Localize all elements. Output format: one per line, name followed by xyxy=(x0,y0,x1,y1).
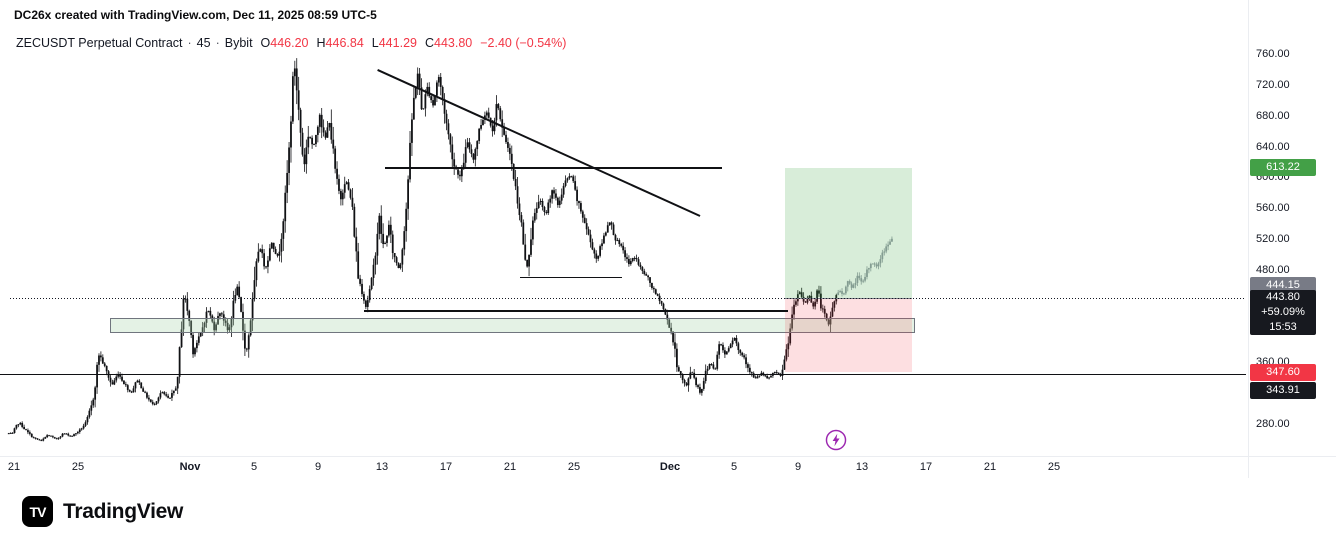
watermark-text: DC26x created with TradingView.com, Dec … xyxy=(14,8,377,22)
tradingview-logo-mark: TV xyxy=(22,496,53,527)
long-position-loss-zone[interactable] xyxy=(785,297,912,373)
high-label: H xyxy=(316,36,326,50)
time-axis: 21 25 Nov 5 9 13 17 21 25 Dec 5 9 13 17 21 25 xyxy=(0,461,1336,479)
open-value: 446.20 xyxy=(270,36,309,50)
tradingview-logo[interactable]: TV TradingView xyxy=(22,496,183,527)
separator-dot: · xyxy=(187,36,192,50)
low-label: L xyxy=(371,36,379,50)
ohlc-close: C443.80 xyxy=(425,36,472,50)
demand-zone-rectangle[interactable] xyxy=(110,317,915,334)
time-axis-label: Dec xyxy=(659,461,681,473)
close-value: 443.80 xyxy=(434,36,473,50)
support-horizontal-line[interactable] xyxy=(0,373,1246,376)
time-axis-label: 25 xyxy=(567,461,581,473)
low-value: 441.29 xyxy=(378,36,417,50)
time-axis-label: 13 xyxy=(855,461,869,473)
minor-horizontal-line[interactable] xyxy=(519,276,622,279)
time-axis-label: 17 xyxy=(439,461,453,473)
high-value: 446.84 xyxy=(325,36,364,50)
long-position-profit-zone[interactable] xyxy=(785,167,912,298)
logo-monogram: TV xyxy=(29,503,47,520)
time-axis-label: 13 xyxy=(375,461,389,473)
time-axis-label: Nov xyxy=(179,461,201,473)
ohlc-open: O446.20 xyxy=(261,36,309,50)
resistance-horizontal-line[interactable] xyxy=(385,166,722,169)
time-axis-label: 17 xyxy=(919,461,933,473)
exchange-name[interactable]: Bybit xyxy=(224,36,253,50)
symbol-name[interactable]: ZECUSDT Perpetual Contract xyxy=(16,36,183,50)
time-axis-label: 9 xyxy=(314,461,322,473)
last-price-dotted-line xyxy=(10,298,1246,300)
time-axis-label: 9 xyxy=(794,461,802,473)
separator-dot: · xyxy=(215,36,220,50)
flash-marker-icon[interactable] xyxy=(825,429,847,451)
time-axis-label: 21 xyxy=(503,461,517,473)
time-axis-label: 5 xyxy=(730,461,738,473)
time-axis-label: 5 xyxy=(250,461,258,473)
time-axis-label: 25 xyxy=(71,461,85,473)
chart-legend: ZECUSDT Perpetual Contract · 45 · Bybit … xyxy=(16,36,566,50)
structure-horizontal-line[interactable] xyxy=(364,310,789,312)
time-axis-label: 21 xyxy=(983,461,997,473)
tradingview-logo-text: TradingView xyxy=(63,499,184,523)
ohlc-low: L441.29 xyxy=(372,36,417,50)
price-change: −2.40 (−0.54%) xyxy=(480,36,567,50)
interval-value[interactable]: 45 xyxy=(196,36,211,50)
close-label: C xyxy=(424,36,434,50)
ohlc-high: H446.84 xyxy=(317,36,364,50)
open-label: O xyxy=(260,36,271,50)
time-axis-label: 25 xyxy=(1047,461,1061,473)
time-axis-label: 21 xyxy=(7,461,21,473)
